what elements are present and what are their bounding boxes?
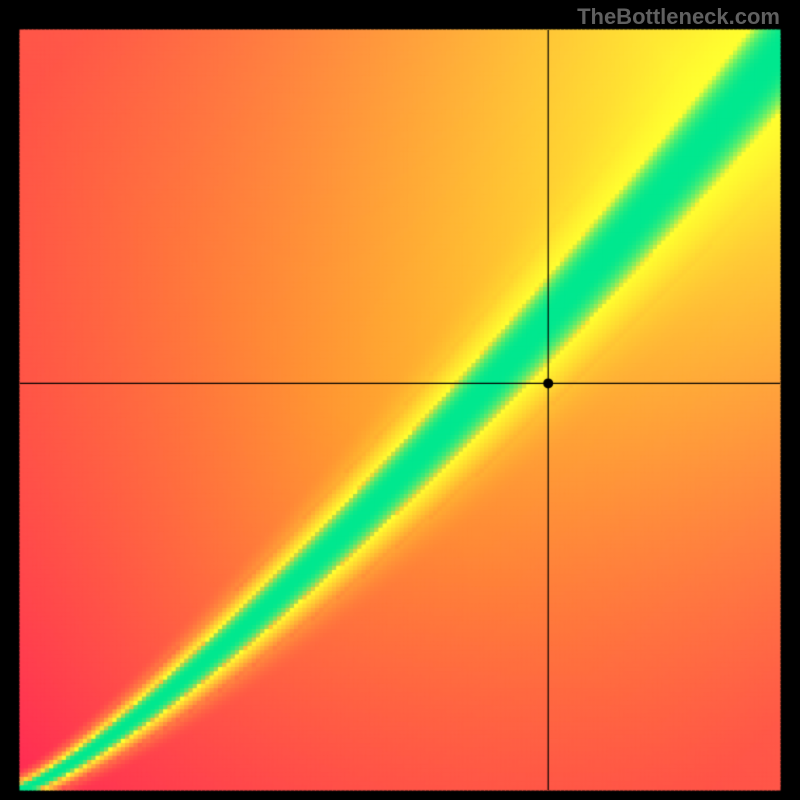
bottleneck-heatmap bbox=[0, 0, 800, 800]
chart-container: { "watermark": "TheBottleneck.com", "cha… bbox=[0, 0, 800, 800]
watermark-text: TheBottleneck.com bbox=[577, 4, 780, 30]
